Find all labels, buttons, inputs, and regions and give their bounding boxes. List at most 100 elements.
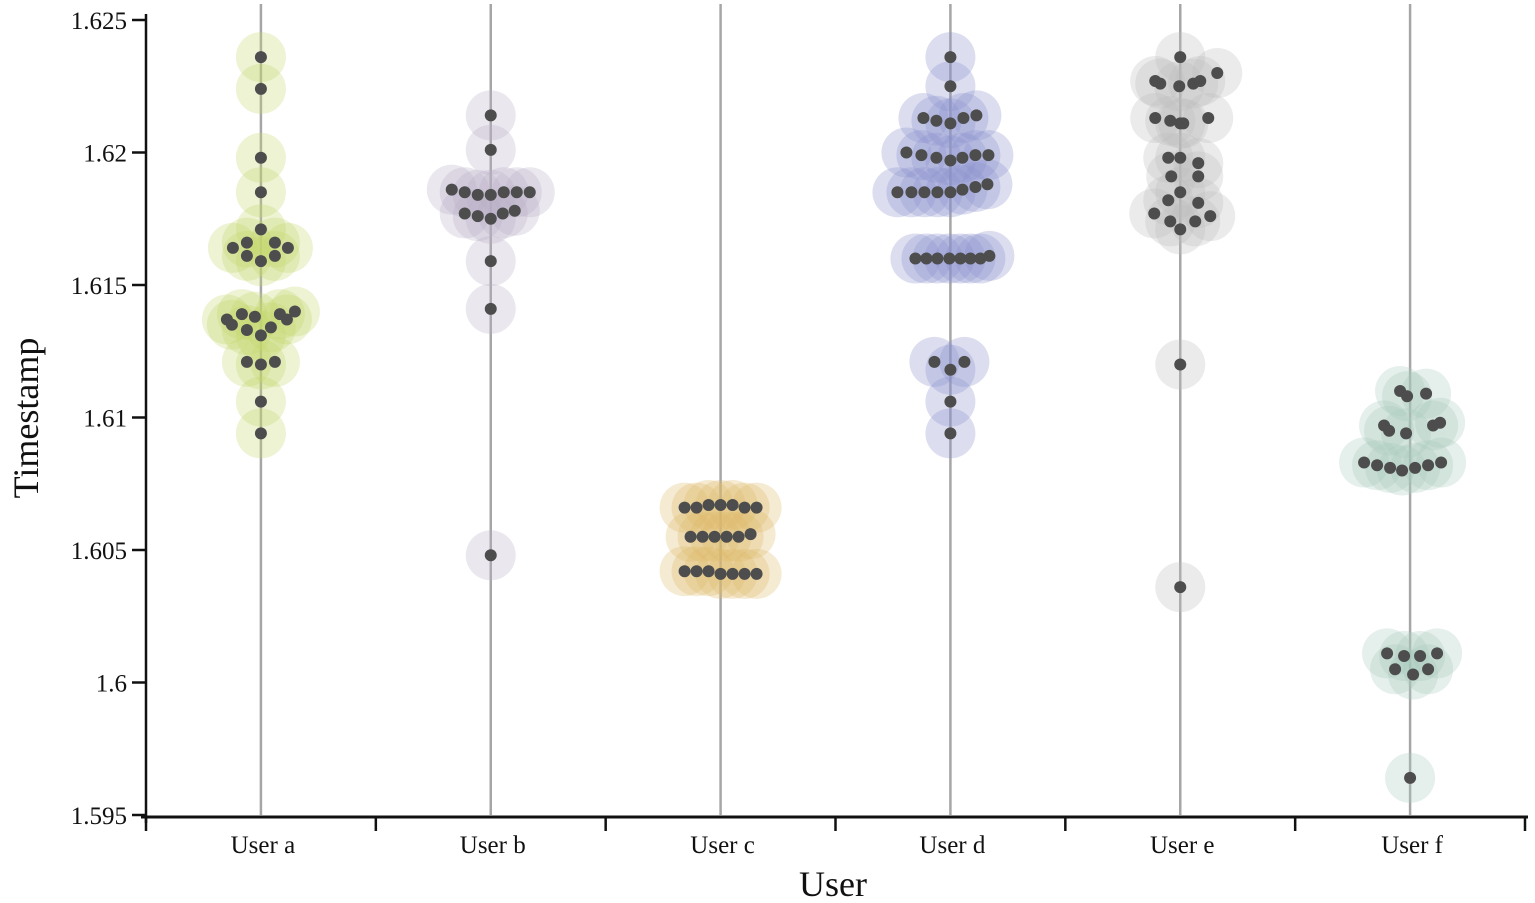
x-axis: User a User b User c User d User e User f [141, 815, 1528, 859]
data-points [220, 51, 1448, 784]
data-point [905, 186, 918, 199]
data-point [240, 236, 253, 249]
data-point [471, 210, 484, 223]
data-point [254, 427, 267, 440]
data-point [690, 565, 703, 578]
data-point [1165, 170, 1178, 183]
data-point [720, 530, 733, 543]
data-point [248, 310, 261, 323]
data-point [1422, 459, 1435, 472]
dot-group [1358, 385, 1448, 784]
dot-group [220, 51, 301, 440]
data-point [484, 109, 497, 122]
data-point [1164, 114, 1177, 127]
data-point [726, 498, 739, 511]
data-point [484, 188, 497, 201]
data-point [750, 501, 763, 514]
data-point [1435, 456, 1448, 469]
data-point [254, 151, 267, 164]
data-point [981, 178, 994, 191]
data-point [956, 183, 969, 196]
data-point [484, 143, 497, 156]
data-point [254, 51, 267, 64]
data-point [969, 180, 982, 193]
data-point [944, 80, 957, 93]
data-point [1194, 74, 1207, 87]
data-point [970, 109, 983, 122]
data-point [254, 82, 267, 95]
data-point [254, 329, 267, 342]
data-point [918, 186, 931, 199]
data-point [445, 183, 458, 196]
data-point [1148, 207, 1161, 220]
data-point [920, 252, 933, 265]
data-point [944, 117, 957, 130]
data-point [930, 151, 943, 164]
halo-group [872, 32, 1015, 459]
data-point [738, 567, 751, 580]
data-point [1358, 456, 1371, 469]
data-point [944, 363, 957, 376]
point-halos [201, 32, 1467, 803]
data-point [510, 186, 523, 199]
data-point [1189, 215, 1202, 228]
data-point [1192, 196, 1205, 209]
y-tick-label: 1.615 [71, 273, 127, 300]
x-tick-label: User d [919, 832, 985, 859]
data-point [484, 212, 497, 225]
data-point [1404, 771, 1417, 784]
data-point [1174, 358, 1187, 371]
data-point [1154, 77, 1167, 90]
data-point [930, 114, 943, 127]
data-point [702, 498, 715, 511]
data-point [956, 151, 969, 164]
data-point [1414, 650, 1427, 662]
data-point [1192, 170, 1205, 183]
data-point [944, 154, 957, 167]
x-tick-label: User f [1381, 832, 1443, 859]
data-point [944, 186, 957, 199]
data-point [917, 112, 930, 125]
data-point [226, 241, 239, 254]
data-point [484, 302, 497, 315]
data-point [471, 188, 484, 201]
data-point [690, 501, 703, 514]
data-point [909, 252, 922, 265]
dot-group [891, 51, 996, 440]
y-axis: 1.595 1.6 1.605 1.61 1.615 1.62 1.625 [71, 8, 148, 830]
data-point [1407, 668, 1420, 681]
data-point [891, 186, 904, 199]
y-tick-label: 1.625 [71, 8, 127, 35]
x-tick-label: User a [231, 832, 296, 859]
y-axis-title: Timestamp [6, 338, 46, 499]
data-point [508, 204, 521, 217]
data-point [900, 146, 913, 159]
data-point [1174, 51, 1187, 64]
data-point [957, 112, 970, 125]
data-point [254, 358, 267, 371]
data-point [280, 313, 293, 326]
data-point [523, 186, 536, 199]
data-point [288, 305, 301, 318]
data-point [1192, 157, 1205, 170]
data-point [1383, 424, 1396, 437]
data-point [254, 255, 267, 268]
data-point [1384, 461, 1397, 474]
data-point [1409, 461, 1422, 474]
y-tick-label: 1.605 [71, 538, 127, 565]
data-point [268, 249, 281, 262]
data-point [684, 530, 697, 543]
data-point [678, 501, 691, 514]
data-point [235, 308, 248, 321]
data-point [1202, 112, 1215, 125]
data-point [696, 530, 709, 543]
data-point [1396, 464, 1409, 477]
data-point [983, 249, 996, 262]
data-point [732, 530, 745, 543]
data-point [750, 567, 763, 580]
data-point [1162, 151, 1175, 164]
data-point [254, 223, 267, 236]
data-point [915, 149, 928, 162]
data-point [944, 51, 957, 64]
